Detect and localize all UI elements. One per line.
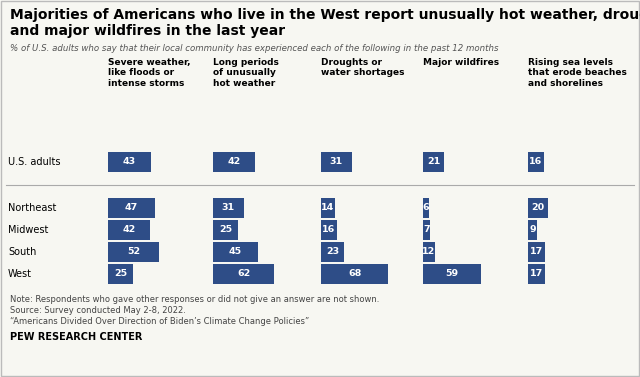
Bar — [108, 264, 132, 284]
Text: 45: 45 — [228, 247, 242, 256]
Bar — [108, 152, 150, 172]
Bar — [321, 264, 388, 284]
Bar — [423, 198, 429, 218]
Text: West: West — [8, 269, 32, 279]
Text: 62: 62 — [237, 270, 250, 279]
Bar — [528, 264, 545, 284]
Bar — [528, 198, 548, 218]
Text: and major wildfires in the last year: and major wildfires in the last year — [10, 24, 285, 38]
Text: Northeast: Northeast — [8, 203, 56, 213]
Bar — [423, 264, 481, 284]
Text: 42: 42 — [227, 158, 241, 167]
Text: 23: 23 — [326, 247, 339, 256]
Bar — [213, 264, 275, 284]
Text: 14: 14 — [321, 204, 335, 213]
Bar — [213, 198, 244, 218]
Text: 9: 9 — [529, 225, 536, 234]
Text: Note: Respondents who gave other responses or did not give an answer are not sho: Note: Respondents who gave other respons… — [10, 295, 380, 304]
Text: 16: 16 — [529, 158, 543, 167]
Text: % of U.S. adults who say that their local community has experienced each of the : % of U.S. adults who say that their loca… — [10, 44, 499, 53]
Bar — [213, 152, 255, 172]
Text: 47: 47 — [125, 204, 138, 213]
Bar — [108, 198, 154, 218]
Text: Rising sea levels
that erode beaches
and shorelines: Rising sea levels that erode beaches and… — [528, 58, 627, 88]
Bar — [213, 220, 237, 240]
Text: 52: 52 — [127, 247, 140, 256]
Text: South: South — [8, 247, 36, 257]
Text: 6: 6 — [422, 204, 429, 213]
Bar — [423, 220, 430, 240]
Bar — [321, 220, 337, 240]
Text: 43: 43 — [123, 158, 136, 167]
Text: Droughts or
water shortages: Droughts or water shortages — [321, 58, 404, 77]
Text: 31: 31 — [222, 204, 235, 213]
Text: 59: 59 — [445, 270, 459, 279]
Text: PEW RESEARCH CENTER: PEW RESEARCH CENTER — [10, 332, 142, 342]
Bar — [321, 152, 352, 172]
Text: Source: Survey conducted May 2-8, 2022.: Source: Survey conducted May 2-8, 2022. — [10, 306, 186, 315]
Text: Severe weather,
like floods or
intense storms: Severe weather, like floods or intense s… — [108, 58, 191, 88]
Bar — [213, 242, 257, 262]
Text: 17: 17 — [530, 270, 543, 279]
Bar — [423, 152, 444, 172]
Bar — [528, 242, 545, 262]
Text: U.S. adults: U.S. adults — [8, 157, 61, 167]
Text: Majorities of Americans who live in the West report unusually hot weather, droug: Majorities of Americans who live in the … — [10, 8, 640, 22]
Text: 12: 12 — [422, 247, 436, 256]
Text: 7: 7 — [423, 225, 430, 234]
Text: Long periods
of unusually
hot weather: Long periods of unusually hot weather — [213, 58, 279, 88]
Text: Major wildfires: Major wildfires — [423, 58, 499, 67]
Bar — [423, 242, 435, 262]
Text: Midwest: Midwest — [8, 225, 49, 235]
Text: 16: 16 — [323, 225, 335, 234]
Bar — [321, 198, 335, 218]
Text: “Americans Divided Over Direction of Biden’s Climate Change Policies”: “Americans Divided Over Direction of Bid… — [10, 317, 309, 326]
Text: 17: 17 — [530, 247, 543, 256]
Bar — [321, 242, 344, 262]
Text: 68: 68 — [348, 270, 362, 279]
Text: 42: 42 — [122, 225, 136, 234]
Text: 21: 21 — [427, 158, 440, 167]
Text: 25: 25 — [114, 270, 127, 279]
Bar — [528, 220, 537, 240]
Text: 20: 20 — [531, 204, 545, 213]
Bar — [108, 220, 150, 240]
Text: 31: 31 — [330, 158, 343, 167]
Text: 25: 25 — [219, 225, 232, 234]
Bar — [528, 152, 544, 172]
Bar — [108, 242, 159, 262]
